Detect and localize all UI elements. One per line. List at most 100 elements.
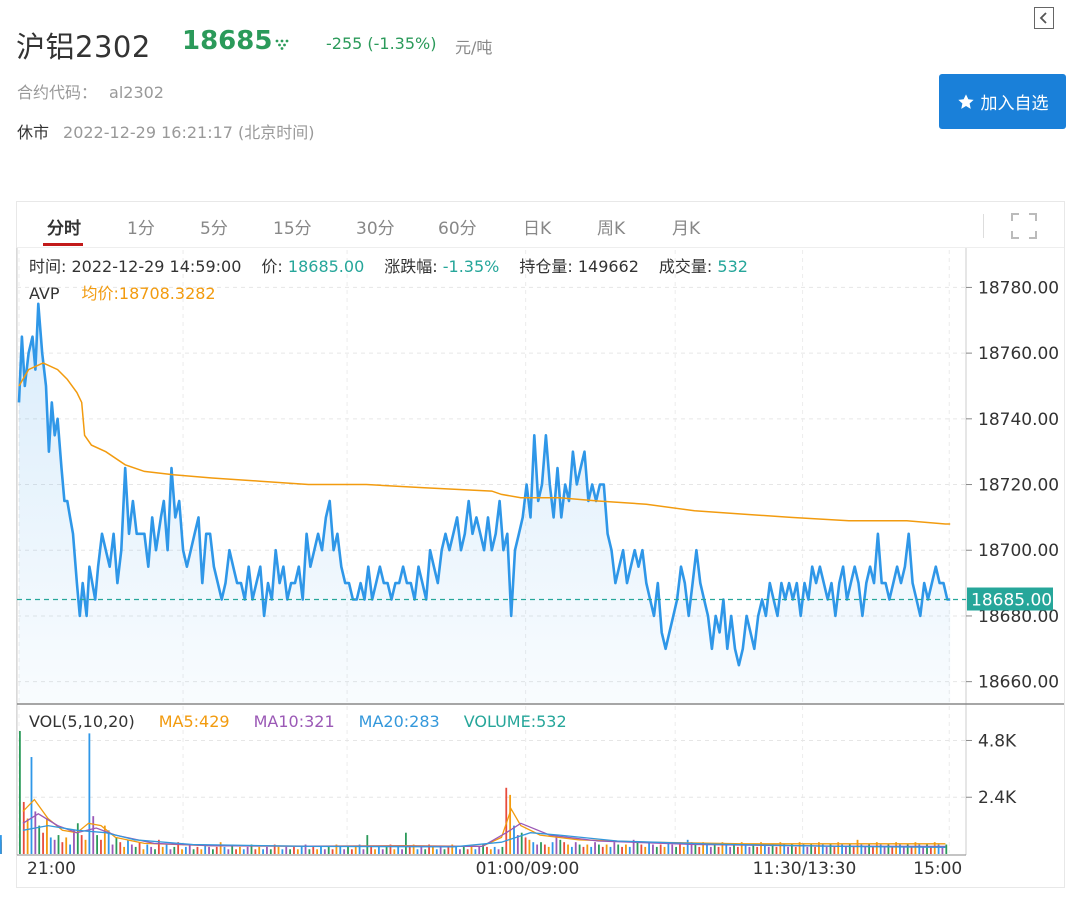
volume-bar <box>300 846 303 854</box>
volume-bar <box>806 846 809 854</box>
volume-bar <box>61 842 64 854</box>
volume-bar <box>563 842 566 854</box>
volume-bar <box>235 849 237 854</box>
volume-bar <box>547 846 550 854</box>
volume-bar <box>323 849 326 854</box>
volume-bar <box>432 846 434 854</box>
volume-bar <box>123 846 126 854</box>
info-vol-label: 成交量: <box>659 257 717 276</box>
volume-bar <box>922 846 925 854</box>
volume-bar <box>868 844 870 854</box>
volume-bar <box>740 842 743 854</box>
volume-bar <box>644 846 647 854</box>
market-status: 休市 <box>17 123 50 142</box>
price-tick-label: 18680.00 <box>978 607 1059 627</box>
volume-bar <box>567 844 569 854</box>
volume-bar <box>625 844 627 854</box>
volume-bar <box>435 849 438 854</box>
volume-bar <box>347 846 349 854</box>
volume-bar <box>69 844 71 854</box>
volume-bar <box>107 830 110 854</box>
volume-bar <box>242 849 245 854</box>
info-time-label: 时间: <box>29 257 71 276</box>
fullscreen-icon[interactable] <box>1011 213 1037 239</box>
volume-bar <box>119 842 122 854</box>
tab-weekly[interactable]: 周K <box>597 219 626 239</box>
volume-bar <box>150 846 153 854</box>
volume-bar <box>675 846 677 854</box>
volume-bar <box>227 849 230 854</box>
tab-monthly[interactable]: 月K <box>672 219 701 239</box>
volume-bar <box>729 846 732 854</box>
volume-bar <box>706 844 708 854</box>
volume-bar <box>825 846 828 854</box>
volume-bar <box>316 849 319 854</box>
volume-bar <box>609 846 612 854</box>
volume-bar <box>601 846 604 854</box>
contract-title: 沪铝2302 <box>16 30 151 64</box>
tab-1min[interactable]: 1分 <box>127 219 155 239</box>
volume-bar <box>331 849 334 854</box>
tab-daily[interactable]: 日K <box>523 219 552 239</box>
volume-bar <box>350 849 353 854</box>
volume-bar <box>138 842 141 854</box>
info-time-value: 2022-12-29 14:59:00 <box>71 257 241 276</box>
volume-bar <box>393 849 396 854</box>
price-tick-label: 18760.00 <box>978 344 1059 364</box>
volume-bar <box>277 846 280 854</box>
tab-5min[interactable]: 5分 <box>200 219 228 239</box>
volume-bar <box>377 846 380 854</box>
volume-bar <box>219 842 222 854</box>
volume-bar <box>80 835 83 854</box>
volume-bar <box>848 844 851 854</box>
volume-bar <box>362 849 365 854</box>
last-price: 18685 <box>182 26 273 56</box>
volume-bar <box>134 846 137 854</box>
time-tick-label: 15:00 <box>913 859 962 879</box>
volume-bar <box>103 825 106 854</box>
volume-bar <box>408 846 411 854</box>
volume-bar <box>879 844 882 854</box>
volume-bar <box>38 825 41 854</box>
volume-bar <box>891 846 894 854</box>
add-to-watchlist-button[interactable]: 加入自选 <box>939 74 1066 129</box>
tab-60min[interactable]: 60分 <box>438 219 477 239</box>
volume-bar <box>818 842 820 854</box>
volume-bar <box>864 846 867 854</box>
ma20-line <box>22 824 946 848</box>
volume-bar <box>736 846 739 854</box>
tab-15min[interactable]: 15分 <box>273 219 312 239</box>
volume-bar <box>370 846 373 854</box>
volume-bar <box>787 846 789 854</box>
price-change: -255 (-1.35%) <box>326 34 437 53</box>
tab-intraday[interactable]: 分时 <box>47 219 81 239</box>
volume-bar <box>296 849 299 854</box>
volume-bar <box>829 844 832 854</box>
chevron-left-icon <box>1039 12 1047 24</box>
volume-bar <box>289 849 291 854</box>
volume-bar <box>49 837 52 854</box>
volume-bar <box>358 844 361 854</box>
back-button[interactable] <box>1034 7 1054 29</box>
volume-bar <box>926 844 928 854</box>
volume-bar <box>100 839 102 854</box>
volume-bar <box>733 844 735 854</box>
volume-bar <box>690 842 693 854</box>
tab-30min[interactable]: 30分 <box>356 219 395 239</box>
volume-bar <box>439 846 442 854</box>
volume-bar <box>281 849 284 854</box>
volume-bar <box>841 844 843 854</box>
volume-bar <box>177 842 180 854</box>
info-change-value: -1.35% <box>443 257 500 276</box>
volume-bar <box>752 844 755 854</box>
volume-bar <box>652 844 654 854</box>
volume-bar <box>53 839 56 854</box>
volume-bar <box>466 849 469 854</box>
contract-code-label: 合约代码： <box>17 83 98 102</box>
current-price-tag <box>967 587 1053 611</box>
volume-bar <box>161 846 164 854</box>
volume-bar <box>763 844 766 854</box>
volume-bar <box>821 844 824 854</box>
volume-bar <box>659 844 662 854</box>
volume-bar <box>902 846 905 854</box>
